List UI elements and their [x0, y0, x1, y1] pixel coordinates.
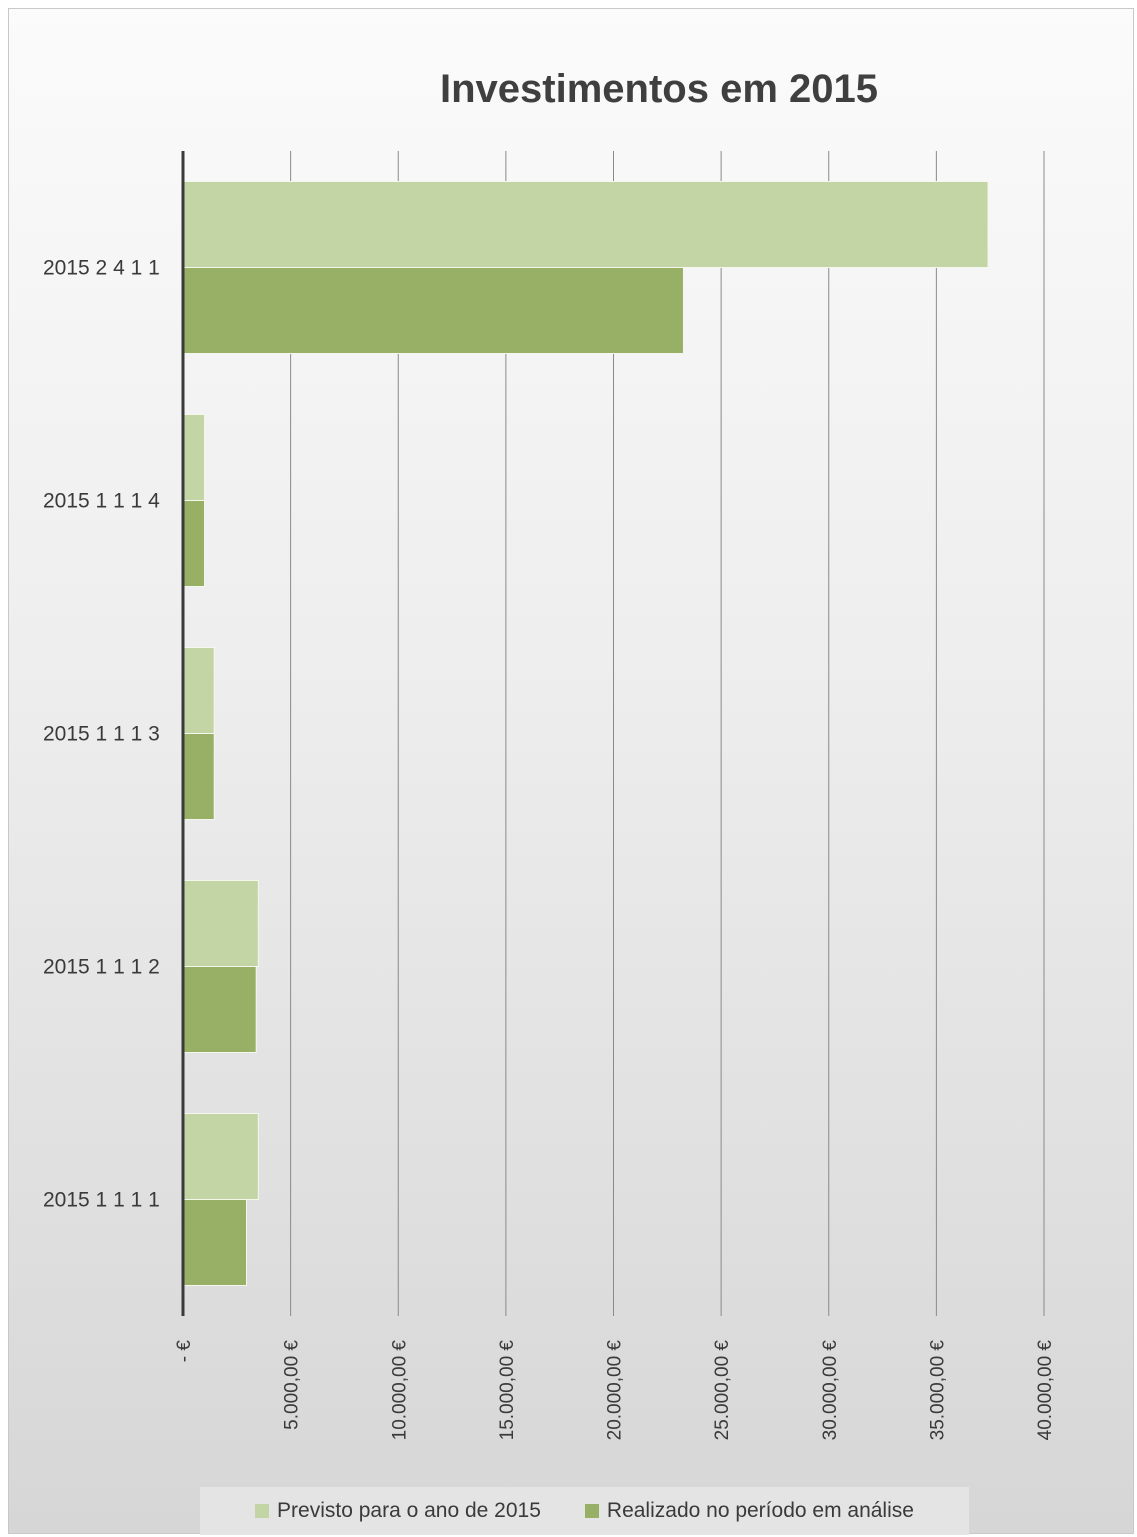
- x-tick-label: 15.000,00 €: [497, 1340, 518, 1441]
- legend-item-previsto: Previsto para o ano de 2015: [255, 1499, 541, 1523]
- category-label: 2015 1 1 1 3: [43, 723, 160, 746]
- bar-previsto: [182, 414, 206, 501]
- x-tick-label: 5.000,00 €: [282, 1340, 303, 1430]
- chart-title: Investimentos em 2015: [440, 67, 878, 111]
- category-labels: 2015 2 4 1 1 2015 1 1 1 4 2015 1 1 1 3 2015…: [43, 257, 160, 1212]
- x-tick-label: 10.000,00 €: [389, 1340, 410, 1441]
- bar-previsto: [182, 1113, 259, 1200]
- category-label: 2015 1 1 1 1: [43, 1189, 160, 1212]
- chart-area: Investimentos em 2015 2015 2 4 1 1 2015 1…: [8, 8, 1134, 1535]
- legend: Previsto para o ano de 2015 Realizado no…: [200, 1487, 969, 1535]
- bar-previsto: [182, 880, 259, 967]
- x-tick-label: - €: [174, 1340, 195, 1363]
- category-label: 2015 1 1 1 4: [43, 490, 160, 513]
- x-tick-label: 20.000,00 €: [605, 1340, 626, 1441]
- category-label: 2015 2 4 1 1: [43, 257, 160, 280]
- bars: [182, 181, 989, 1286]
- bar-previsto: [182, 647, 215, 734]
- category-label: 2015 1 1 1 2: [43, 956, 160, 979]
- x-tick-label: 40.000,00 €: [1035, 1340, 1056, 1441]
- bar-previsto: [182, 181, 989, 268]
- x-tick-label: 35.000,00 €: [927, 1340, 948, 1441]
- legend-item-realizado: Realizado no período em análise: [584, 1499, 914, 1523]
- legend-label-previsto: Previsto para o ano de 2015: [277, 1499, 541, 1522]
- bar-realizado: [182, 1199, 247, 1286]
- bar-realizado: [182, 966, 257, 1053]
- legend-swatch-realizado: [584, 1504, 599, 1518]
- legend-swatch-previsto: [255, 1504, 270, 1518]
- bar-realizado: [182, 500, 206, 587]
- x-tick-label: 30.000,00 €: [820, 1340, 841, 1441]
- legend-label-realizado: Realizado no período em análise: [606, 1499, 914, 1522]
- bar-realizado: [182, 733, 215, 820]
- bar-realizado: [182, 267, 684, 354]
- x-tick-label: 25.000,00 €: [712, 1340, 733, 1441]
- chart-plot: Investimentos em 2015 2015 2 4 1 1 2015 1…: [43, 67, 1056, 1441]
- x-axis-ticks: - € 5.000,00 € 10.000,00 € 15.000,00 € 20.00…: [174, 1340, 1056, 1441]
